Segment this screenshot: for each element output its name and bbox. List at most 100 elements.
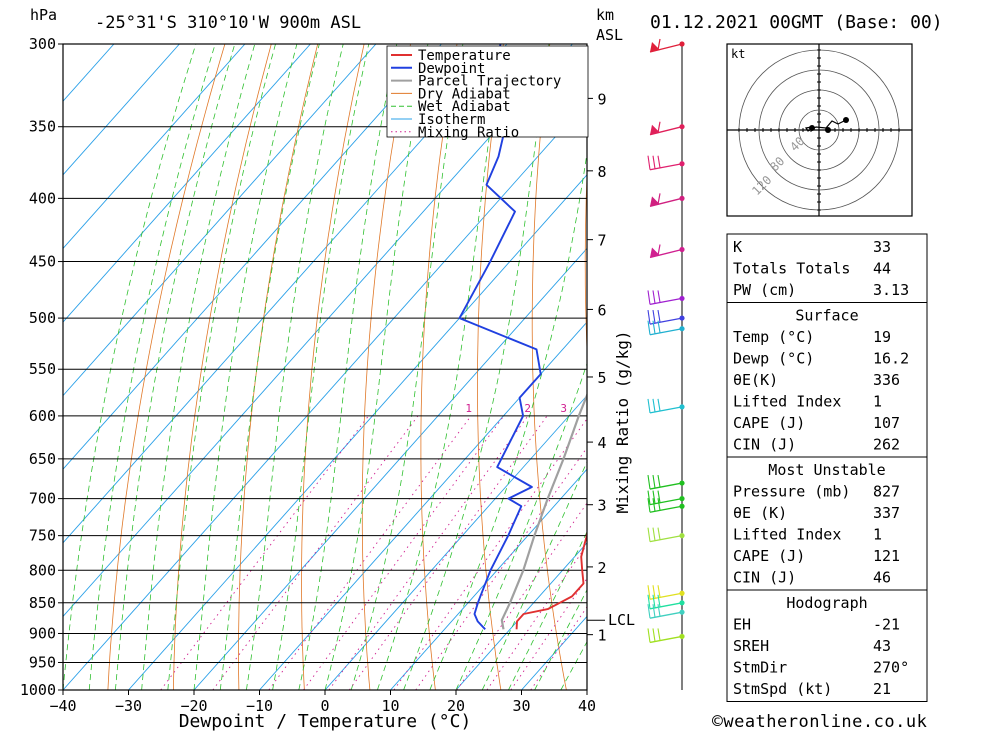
dry-adiabat-line xyxy=(968,44,1000,690)
temperature-tick-label: −10 xyxy=(246,697,273,715)
wind-barb-feather xyxy=(647,474,651,490)
wet-adiabat-line xyxy=(350,44,464,690)
legend-entry: Dry Adiabat xyxy=(418,86,511,102)
wind-barb-feather xyxy=(657,498,661,511)
wind-barb xyxy=(647,527,685,543)
height-tick-label: 5 xyxy=(597,369,606,387)
isotherm-line xyxy=(63,44,311,323)
lcl-label: LCL xyxy=(608,611,635,629)
pressure-tick-label: 850 xyxy=(29,594,56,612)
surface-table-title: Surface xyxy=(795,307,858,325)
pressure-tick-label: 1000 xyxy=(20,681,56,699)
wind-barb-shaft xyxy=(649,635,683,644)
mixing-ratio-tick-label: 2 xyxy=(524,402,531,415)
wind-barb xyxy=(647,490,685,506)
hodograph-table-value: -21 xyxy=(873,616,900,634)
mixing-ratio-line xyxy=(456,502,587,690)
wind-barb xyxy=(649,121,685,136)
most-unstable-table-title: Most Unstable xyxy=(768,461,885,479)
wind-barb-feather xyxy=(657,398,661,411)
wind-barb-shaft xyxy=(649,535,683,543)
most-unstable-table-key: θE (K) xyxy=(733,504,787,522)
most-unstable-table-value: 337 xyxy=(873,504,900,522)
wind-barb-shaft xyxy=(649,406,683,414)
wind-barb-feather xyxy=(657,474,661,488)
wet-adiabat-line xyxy=(429,150,587,690)
wind-barb-feather xyxy=(647,490,651,505)
pressure-tick-label: 300 xyxy=(29,35,56,53)
wind-barb-shaft xyxy=(649,602,683,610)
isotherm-line xyxy=(63,44,115,102)
temperature-tick-label: −30 xyxy=(115,697,142,715)
mixing-ratio-line xyxy=(393,418,587,690)
wind-barb-feather xyxy=(652,320,656,334)
surface-table-value: 336 xyxy=(873,371,900,389)
footer-credit: ©weatheronline.co.uk xyxy=(712,711,927,732)
hodograph-table-value: 43 xyxy=(873,637,891,655)
temperature-tick-label: 40 xyxy=(578,697,596,715)
wind-barb xyxy=(647,155,685,171)
wind-barb xyxy=(649,38,685,53)
isotherm-line xyxy=(455,542,587,690)
wet-adiabat-line xyxy=(219,44,320,690)
wind-barb-shaft xyxy=(649,611,683,619)
surface-table-key: CIN (J) xyxy=(733,436,796,454)
temperature-tick-label: 20 xyxy=(447,697,465,715)
wind-barb xyxy=(647,320,685,336)
height-tick-label: 9 xyxy=(597,90,606,108)
wet-adiabat-line xyxy=(298,44,398,690)
mixing-ratio-tick-label: 3 xyxy=(560,402,567,415)
wet-adiabat-line xyxy=(115,44,236,690)
wind-barb-feather xyxy=(647,604,651,619)
wind-barb-shaft xyxy=(649,505,683,513)
surface-table-key: Temp (°C) xyxy=(733,328,814,346)
dry-adiabat-line xyxy=(584,166,587,358)
wet-adiabat-line xyxy=(272,44,370,690)
wind-barb-feather xyxy=(657,290,661,303)
indices-table-key: K xyxy=(733,238,742,256)
hodograph-table-title: Hodograph xyxy=(786,594,867,612)
wet-adiabat-line xyxy=(63,44,197,690)
wind-barb-feather xyxy=(652,604,656,618)
wind-barb xyxy=(647,498,685,513)
hodograph-table-key: EH xyxy=(733,616,751,634)
most-unstable-table-key: Lifted Index xyxy=(733,526,841,544)
wind-barb-feather xyxy=(652,398,656,412)
wet-adiabat-line xyxy=(88,44,216,690)
wind-barb xyxy=(647,604,685,619)
isotherm-line xyxy=(63,44,508,544)
pressure-tick-label: 700 xyxy=(29,490,56,508)
hodograph-point xyxy=(843,117,849,123)
isotherm-line xyxy=(128,174,587,690)
height-tick-label: 3 xyxy=(597,497,606,515)
mixing-ratio-tick-label: 5 xyxy=(606,402,613,415)
wind-barb-feather xyxy=(652,628,656,642)
wind-barb xyxy=(647,594,685,610)
datetime-title: 01.12.2021 00GMT (Base: 00) xyxy=(650,12,943,33)
pressure-tick-label: 900 xyxy=(29,624,56,642)
wind-barb-shaft xyxy=(649,482,683,490)
wind-barb-feather xyxy=(647,398,651,413)
height-tick-label: 1 xyxy=(597,627,606,645)
most-unstable-table-box xyxy=(726,456,928,591)
dry-adiabat-line xyxy=(107,44,226,690)
mixing-ratio-line xyxy=(486,543,587,690)
legend-entry: Wet Adiabat xyxy=(418,99,511,115)
wind-barb-feather xyxy=(657,628,661,641)
mixing-ratio-line xyxy=(303,415,505,690)
legend-entry: Dewpoint xyxy=(418,61,485,77)
pressure-tick-label: 450 xyxy=(29,253,56,271)
wet-adiabat-line xyxy=(377,44,504,690)
wind-barb-feather xyxy=(647,310,651,325)
mixing-ratio-tick-label: 1 xyxy=(465,402,472,415)
legend-box xyxy=(386,45,589,138)
temperature-tick-label: −40 xyxy=(49,697,76,715)
pressure-tick-label: 400 xyxy=(29,189,56,207)
hodograph-table-key: SREH xyxy=(733,637,769,655)
wind-barb xyxy=(647,474,685,490)
pressure-tick-label: 950 xyxy=(29,653,56,671)
hodograph-table-value: 21 xyxy=(873,680,891,698)
surface-table-key: CAPE (J) xyxy=(733,414,805,432)
legend-entry: Temperature xyxy=(418,48,511,64)
wind-barb xyxy=(647,309,685,325)
